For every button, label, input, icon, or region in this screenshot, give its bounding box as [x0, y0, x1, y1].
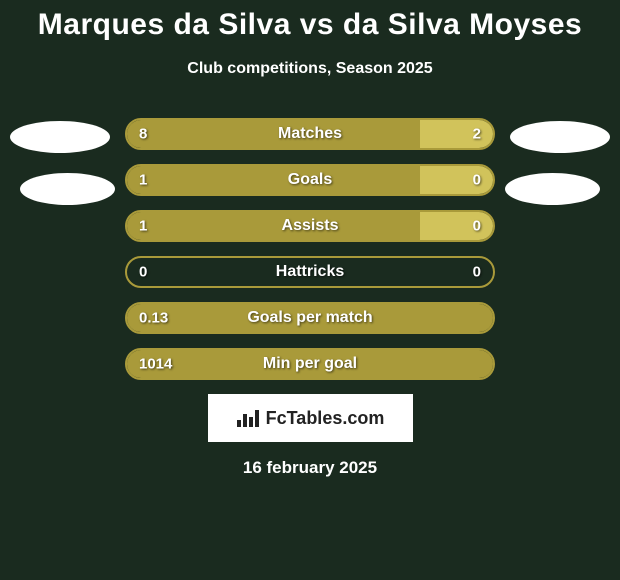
- stat-value-right: 0: [473, 264, 481, 281]
- stat-row: 1 0 Goals: [125, 164, 495, 196]
- stat-label: Hattricks: [276, 263, 344, 281]
- stat-label: Assists: [282, 217, 339, 235]
- stat-value-left: 1: [139, 218, 147, 235]
- stat-value-left: 8: [139, 126, 147, 143]
- bar-fill-left: [127, 120, 420, 148]
- stat-row: 1 0 Assists: [125, 210, 495, 242]
- stat-value-right: 0: [473, 172, 481, 189]
- footer-date: 16 february 2025: [0, 458, 620, 478]
- stat-value-left: 1014: [139, 356, 172, 373]
- stat-row: 0.13 Goals per match: [125, 302, 495, 334]
- stat-label: Goals per match: [247, 309, 372, 327]
- brand-badge: FcTables.com: [208, 394, 413, 442]
- bar-fill-right: [420, 212, 493, 240]
- comparison-chart: 8 2 Matches 1 0 Goals 1 0 Assists 0 0 Hattricks 0.13…: [0, 118, 620, 380]
- bar-fill-left: [127, 166, 420, 194]
- bar-fill-right: [420, 166, 493, 194]
- stat-value-right: 0: [473, 218, 481, 235]
- stat-value-left: 0.13: [139, 310, 168, 327]
- bar-fill-left: [127, 212, 420, 240]
- page-title: Marques da Silva vs da Silva Moyses: [0, 0, 620, 42]
- page-subtitle: Club competitions, Season 2025: [0, 60, 620, 78]
- stat-value-left: 1: [139, 172, 147, 189]
- bars-icon: [236, 408, 260, 428]
- stat-value-right: 2: [473, 126, 481, 143]
- stat-label: Matches: [278, 125, 342, 143]
- stat-row: 1014 Min per goal: [125, 348, 495, 380]
- stat-row: 0 0 Hattricks: [125, 256, 495, 288]
- bar-fill-right: [420, 120, 493, 148]
- stat-value-left: 0: [139, 264, 147, 281]
- brand-text: FcTables.com: [266, 408, 385, 429]
- stat-row: 8 2 Matches: [125, 118, 495, 150]
- stat-label: Min per goal: [263, 355, 357, 373]
- stat-label: Goals: [288, 171, 332, 189]
